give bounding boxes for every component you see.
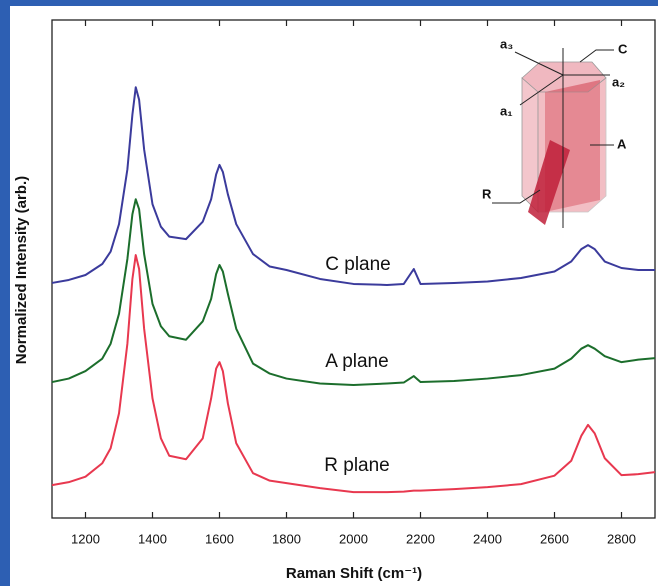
- series-label: C plane: [325, 254, 391, 275]
- a3-axis: [514, 51, 564, 76]
- inset-label: a₂: [612, 74, 625, 89]
- x-axis-title: Raman Shift (cm⁻¹): [286, 565, 422, 582]
- spectrum-line: [51, 86, 655, 286]
- inset-label: R: [482, 186, 492, 201]
- crystal-inset: a₃ Ca₂ a₁ A R: [482, 36, 628, 228]
- x-tick-label: 2600: [540, 531, 569, 546]
- r-pointer: [492, 189, 541, 204]
- x-tick-label: 1800: [272, 531, 301, 546]
- y-axis-title: Normalized Intensity (arb.): [13, 176, 30, 364]
- inset-label: a₁: [500, 103, 513, 118]
- a1-axis: [519, 74, 564, 106]
- inset-label: A: [617, 136, 627, 151]
- x-tick-label: 1400: [138, 531, 167, 546]
- spectrum-line: [51, 254, 656, 494]
- series-label: R plane: [324, 455, 390, 476]
- x-tick-label: 2000: [339, 531, 368, 546]
- spectrum-line: [51, 198, 656, 387]
- inset-label: C: [618, 41, 628, 56]
- x-tick-label: 2200: [406, 531, 435, 546]
- r-plane-face: [528, 140, 570, 225]
- x-tick-label: 2800: [607, 531, 636, 546]
- c-pointer: [579, 49, 614, 63]
- x-tick-label: 2400: [473, 531, 502, 546]
- x-tick-label: 1200: [71, 531, 100, 546]
- x-tick-label: 1600: [205, 531, 234, 546]
- series-label: A plane: [325, 351, 388, 372]
- window-edge: [0, 0, 10, 586]
- inset-label: a₃: [500, 36, 513, 51]
- window-edge: [0, 0, 658, 6]
